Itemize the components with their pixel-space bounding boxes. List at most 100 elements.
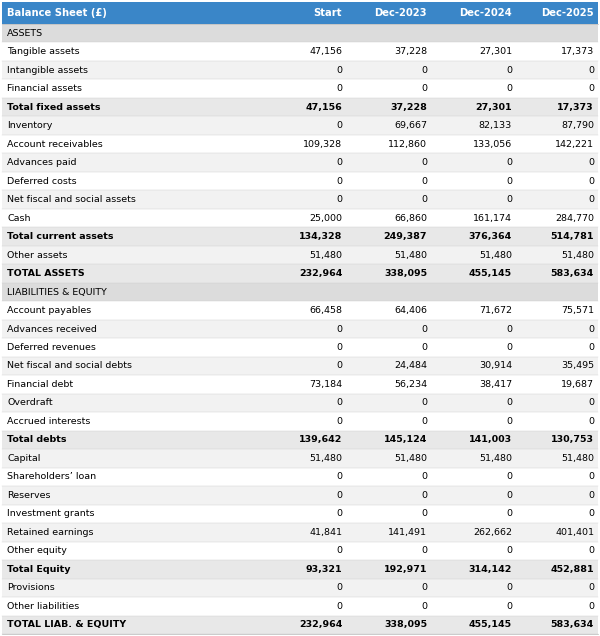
Bar bbox=[346, 338, 431, 357]
Text: 51,480: 51,480 bbox=[479, 251, 512, 259]
Bar bbox=[516, 542, 598, 560]
Text: 161,174: 161,174 bbox=[473, 214, 512, 223]
Bar bbox=[346, 467, 431, 486]
Bar bbox=[346, 153, 431, 172]
Bar bbox=[2, 431, 261, 449]
Text: 0: 0 bbox=[336, 361, 342, 370]
Bar bbox=[346, 579, 431, 597]
Text: Cash: Cash bbox=[7, 214, 31, 223]
Text: 314,142: 314,142 bbox=[469, 565, 512, 574]
Text: 0: 0 bbox=[588, 473, 594, 481]
Bar bbox=[261, 320, 346, 338]
Bar bbox=[261, 61, 346, 80]
Bar bbox=[2, 283, 261, 301]
Bar bbox=[431, 486, 516, 504]
Bar bbox=[516, 265, 598, 283]
Bar bbox=[261, 301, 346, 320]
Bar bbox=[2, 43, 261, 61]
Bar bbox=[2, 135, 261, 153]
Text: 51,480: 51,480 bbox=[561, 251, 594, 259]
Text: 134,328: 134,328 bbox=[299, 232, 342, 241]
Text: Advances received: Advances received bbox=[7, 324, 97, 333]
Text: 455,145: 455,145 bbox=[469, 269, 512, 278]
Bar bbox=[431, 43, 516, 61]
Bar bbox=[516, 579, 598, 597]
Text: 0: 0 bbox=[506, 417, 512, 426]
Bar bbox=[346, 616, 431, 634]
Bar bbox=[516, 616, 598, 634]
Text: 64,406: 64,406 bbox=[394, 306, 427, 315]
Text: Overdraft: Overdraft bbox=[7, 398, 53, 408]
Text: 0: 0 bbox=[588, 398, 594, 408]
Bar bbox=[431, 357, 516, 375]
Bar bbox=[516, 504, 598, 523]
Bar bbox=[431, 227, 516, 246]
Text: 0: 0 bbox=[506, 177, 512, 186]
Bar bbox=[346, 227, 431, 246]
Bar bbox=[431, 190, 516, 209]
Bar bbox=[431, 616, 516, 634]
Bar bbox=[261, 616, 346, 634]
Bar bbox=[346, 190, 431, 209]
Bar bbox=[261, 98, 346, 116]
Text: 133,056: 133,056 bbox=[473, 140, 512, 149]
Bar bbox=[346, 449, 431, 467]
Text: 0: 0 bbox=[336, 195, 342, 204]
Bar bbox=[516, 320, 598, 338]
Bar bbox=[261, 209, 346, 227]
Text: 47,156: 47,156 bbox=[305, 102, 342, 112]
Text: 284,770: 284,770 bbox=[555, 214, 594, 223]
Text: 0: 0 bbox=[588, 491, 594, 500]
Text: Total debts: Total debts bbox=[7, 436, 67, 445]
Text: 232,964: 232,964 bbox=[299, 620, 342, 629]
Text: 232,964: 232,964 bbox=[299, 269, 342, 278]
Text: Dec-2025: Dec-2025 bbox=[541, 8, 594, 18]
Text: TOTAL LIAB. & EQUITY: TOTAL LIAB. & EQUITY bbox=[7, 620, 126, 629]
Text: 51,480: 51,480 bbox=[394, 454, 427, 463]
Bar bbox=[2, 61, 261, 80]
Bar bbox=[261, 597, 346, 616]
Text: 0: 0 bbox=[336, 177, 342, 186]
Text: 455,145: 455,145 bbox=[469, 620, 512, 629]
Bar bbox=[346, 24, 431, 43]
Bar bbox=[346, 135, 431, 153]
Text: Shareholders’ loan: Shareholders’ loan bbox=[7, 473, 96, 481]
Bar bbox=[431, 412, 516, 431]
Text: 0: 0 bbox=[421, 417, 427, 426]
Bar bbox=[431, 542, 516, 560]
Text: 0: 0 bbox=[421, 473, 427, 481]
Bar bbox=[431, 2, 516, 24]
Bar bbox=[2, 24, 261, 43]
Text: Financial assets: Financial assets bbox=[7, 84, 82, 93]
Bar bbox=[431, 135, 516, 153]
Bar bbox=[516, 523, 598, 542]
Bar bbox=[261, 394, 346, 412]
Bar bbox=[261, 338, 346, 357]
Bar bbox=[431, 61, 516, 80]
Text: Total fixed assets: Total fixed assets bbox=[7, 102, 101, 112]
Bar bbox=[516, 116, 598, 135]
Bar bbox=[516, 98, 598, 116]
Bar bbox=[2, 2, 261, 24]
Bar bbox=[516, 357, 598, 375]
Text: 0: 0 bbox=[336, 324, 342, 333]
Bar bbox=[346, 98, 431, 116]
Text: Other liabilities: Other liabilities bbox=[7, 602, 79, 611]
Bar bbox=[2, 412, 261, 431]
Text: 0: 0 bbox=[588, 343, 594, 352]
Text: 0: 0 bbox=[421, 546, 427, 555]
Bar bbox=[2, 449, 261, 467]
Text: Total Equity: Total Equity bbox=[7, 565, 71, 574]
Text: 41,841: 41,841 bbox=[309, 528, 342, 537]
Text: 130,753: 130,753 bbox=[551, 436, 594, 445]
Text: 56,234: 56,234 bbox=[394, 380, 427, 389]
Bar bbox=[516, 246, 598, 265]
Bar bbox=[2, 560, 261, 579]
Bar bbox=[261, 172, 346, 190]
Text: 82,133: 82,133 bbox=[479, 121, 512, 130]
Bar bbox=[261, 467, 346, 486]
Bar bbox=[346, 80, 431, 98]
Text: 27,301: 27,301 bbox=[475, 102, 512, 112]
Bar bbox=[431, 265, 516, 283]
Text: Financial debt: Financial debt bbox=[7, 380, 73, 389]
